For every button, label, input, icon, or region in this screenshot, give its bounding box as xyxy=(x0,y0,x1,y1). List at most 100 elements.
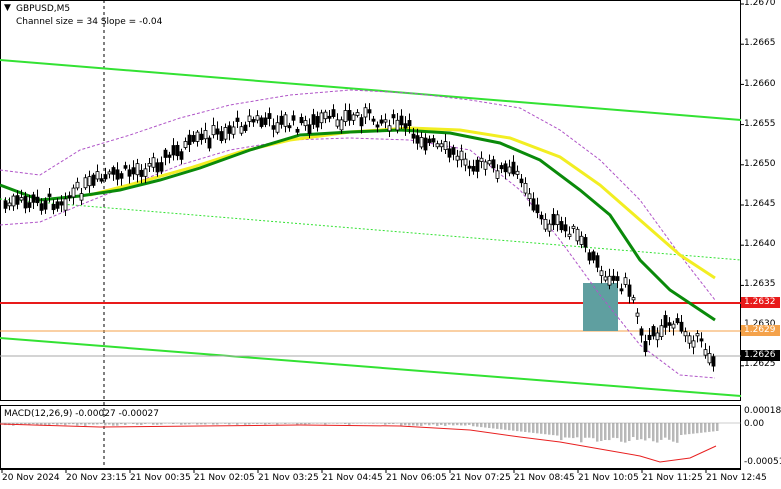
candle-body xyxy=(679,321,684,332)
macd-histogram-bar xyxy=(16,423,19,425)
macd-histogram-bar xyxy=(672,423,675,442)
macd-histogram-bar xyxy=(372,423,375,424)
macd-histogram-bar xyxy=(644,423,647,441)
macd-histogram-bar xyxy=(492,423,495,429)
candle-body xyxy=(575,228,580,242)
candle-body xyxy=(599,270,604,276)
macd-histogram-bar xyxy=(120,423,123,425)
macd-histogram-bar xyxy=(316,423,319,424)
candle-body xyxy=(191,135,196,142)
macd-histogram-bar xyxy=(668,423,671,440)
candle-body xyxy=(503,163,508,173)
macd-histogram-bar xyxy=(408,423,411,426)
macd-histogram-bar xyxy=(468,423,471,425)
macd-histogram-bar xyxy=(336,423,339,424)
candle-body xyxy=(467,165,472,169)
macd-histogram-bar xyxy=(76,423,79,426)
macd-histogram-bar xyxy=(604,423,607,440)
macd-tick: 0.00018 xyxy=(744,406,781,416)
candle-body xyxy=(527,193,532,200)
macd-histogram-bar xyxy=(556,423,559,436)
macd-histogram-bar xyxy=(72,423,75,425)
macd-histogram-bar xyxy=(612,423,615,438)
candle-body xyxy=(99,178,104,182)
candle-body xyxy=(143,168,148,177)
macd-histogram-bar xyxy=(684,423,687,435)
macd-histogram-bar xyxy=(404,423,407,426)
macd-histogram-bar xyxy=(176,423,179,424)
macd-histogram-bar xyxy=(48,423,51,426)
macd-histogram-bar xyxy=(284,423,287,424)
candle-body xyxy=(223,127,228,140)
macd-histogram-bar xyxy=(32,423,35,425)
price-tick: 1.2650 xyxy=(744,159,776,169)
candle-body xyxy=(207,137,212,149)
candle-body xyxy=(399,115,404,126)
macd-histogram-bar xyxy=(520,423,523,432)
macd-histogram-bar xyxy=(648,423,651,439)
candle-body xyxy=(583,237,588,248)
macd-histogram-bar xyxy=(384,423,387,425)
candle-body xyxy=(131,167,136,175)
candle-body xyxy=(215,128,220,135)
candle-body xyxy=(603,276,608,281)
macd-histogram-bar xyxy=(472,423,475,427)
time-tick: 21 Nov 02:05 xyxy=(194,473,255,483)
macd-histogram-bar xyxy=(96,423,99,425)
candle-body xyxy=(619,288,624,292)
macd-histogram-bar xyxy=(536,423,539,434)
candle-body xyxy=(15,195,20,205)
time-tick: 21 Nov 06:05 xyxy=(386,473,447,483)
candle-body xyxy=(379,119,384,124)
candle-body xyxy=(551,213,556,226)
macd-histogram-bar xyxy=(680,423,683,435)
price-tick: 1.2670 xyxy=(744,0,776,8)
macd-histogram-bar xyxy=(424,423,427,425)
macd-histogram-bar xyxy=(236,423,239,425)
macd-tick: 0.00 xyxy=(744,419,765,429)
candle-body xyxy=(39,203,44,211)
candle-body xyxy=(339,119,344,131)
macd-histogram-bar xyxy=(216,423,219,425)
candle-body xyxy=(539,214,544,220)
time-tick: 20 Nov 2024 xyxy=(2,473,60,483)
candle-body xyxy=(383,119,388,123)
menu-arrow-icon[interactable]: ▼ xyxy=(4,3,11,13)
macd-histogram-bar xyxy=(296,423,299,425)
macd-histogram-bar xyxy=(516,423,519,432)
macd-histogram-bar xyxy=(252,423,255,424)
macd-histogram-bar xyxy=(80,423,83,425)
price-tick: 1.2640 xyxy=(744,239,776,249)
candle-body xyxy=(27,202,32,208)
macd-histogram-bar xyxy=(560,423,563,441)
macd-histogram-bar xyxy=(420,423,423,426)
candle-body xyxy=(219,131,224,142)
candle-body xyxy=(455,155,460,161)
candle-body xyxy=(331,109,336,117)
candle-body xyxy=(227,125,232,134)
candle-body xyxy=(463,158,468,166)
candle-body xyxy=(63,198,68,211)
macd-histogram-bar xyxy=(24,423,27,425)
macd-histogram-bar xyxy=(28,423,31,425)
candle-body xyxy=(231,126,236,135)
macd-histogram-bar xyxy=(716,423,719,431)
macd-histogram-bar xyxy=(700,423,703,433)
candle-body xyxy=(571,225,576,229)
candle-body xyxy=(195,131,200,142)
macd-histogram-bar xyxy=(180,423,183,425)
macd-histogram-bar xyxy=(588,423,591,438)
macd-tick: -0.00051 xyxy=(744,457,781,467)
macd-histogram-bar xyxy=(60,423,63,425)
macd-histogram-bar xyxy=(412,423,415,426)
macd-histogram-bar xyxy=(212,423,215,425)
macd-histogram-bar xyxy=(244,423,247,425)
candle-body xyxy=(187,134,192,145)
macd-histogram-bar xyxy=(544,423,547,435)
macd-histogram-bar xyxy=(696,423,699,434)
macd-histogram-bar xyxy=(56,423,59,425)
candle-body xyxy=(19,197,24,201)
macd-histogram-bar xyxy=(508,423,511,431)
candle-body xyxy=(595,255,600,268)
